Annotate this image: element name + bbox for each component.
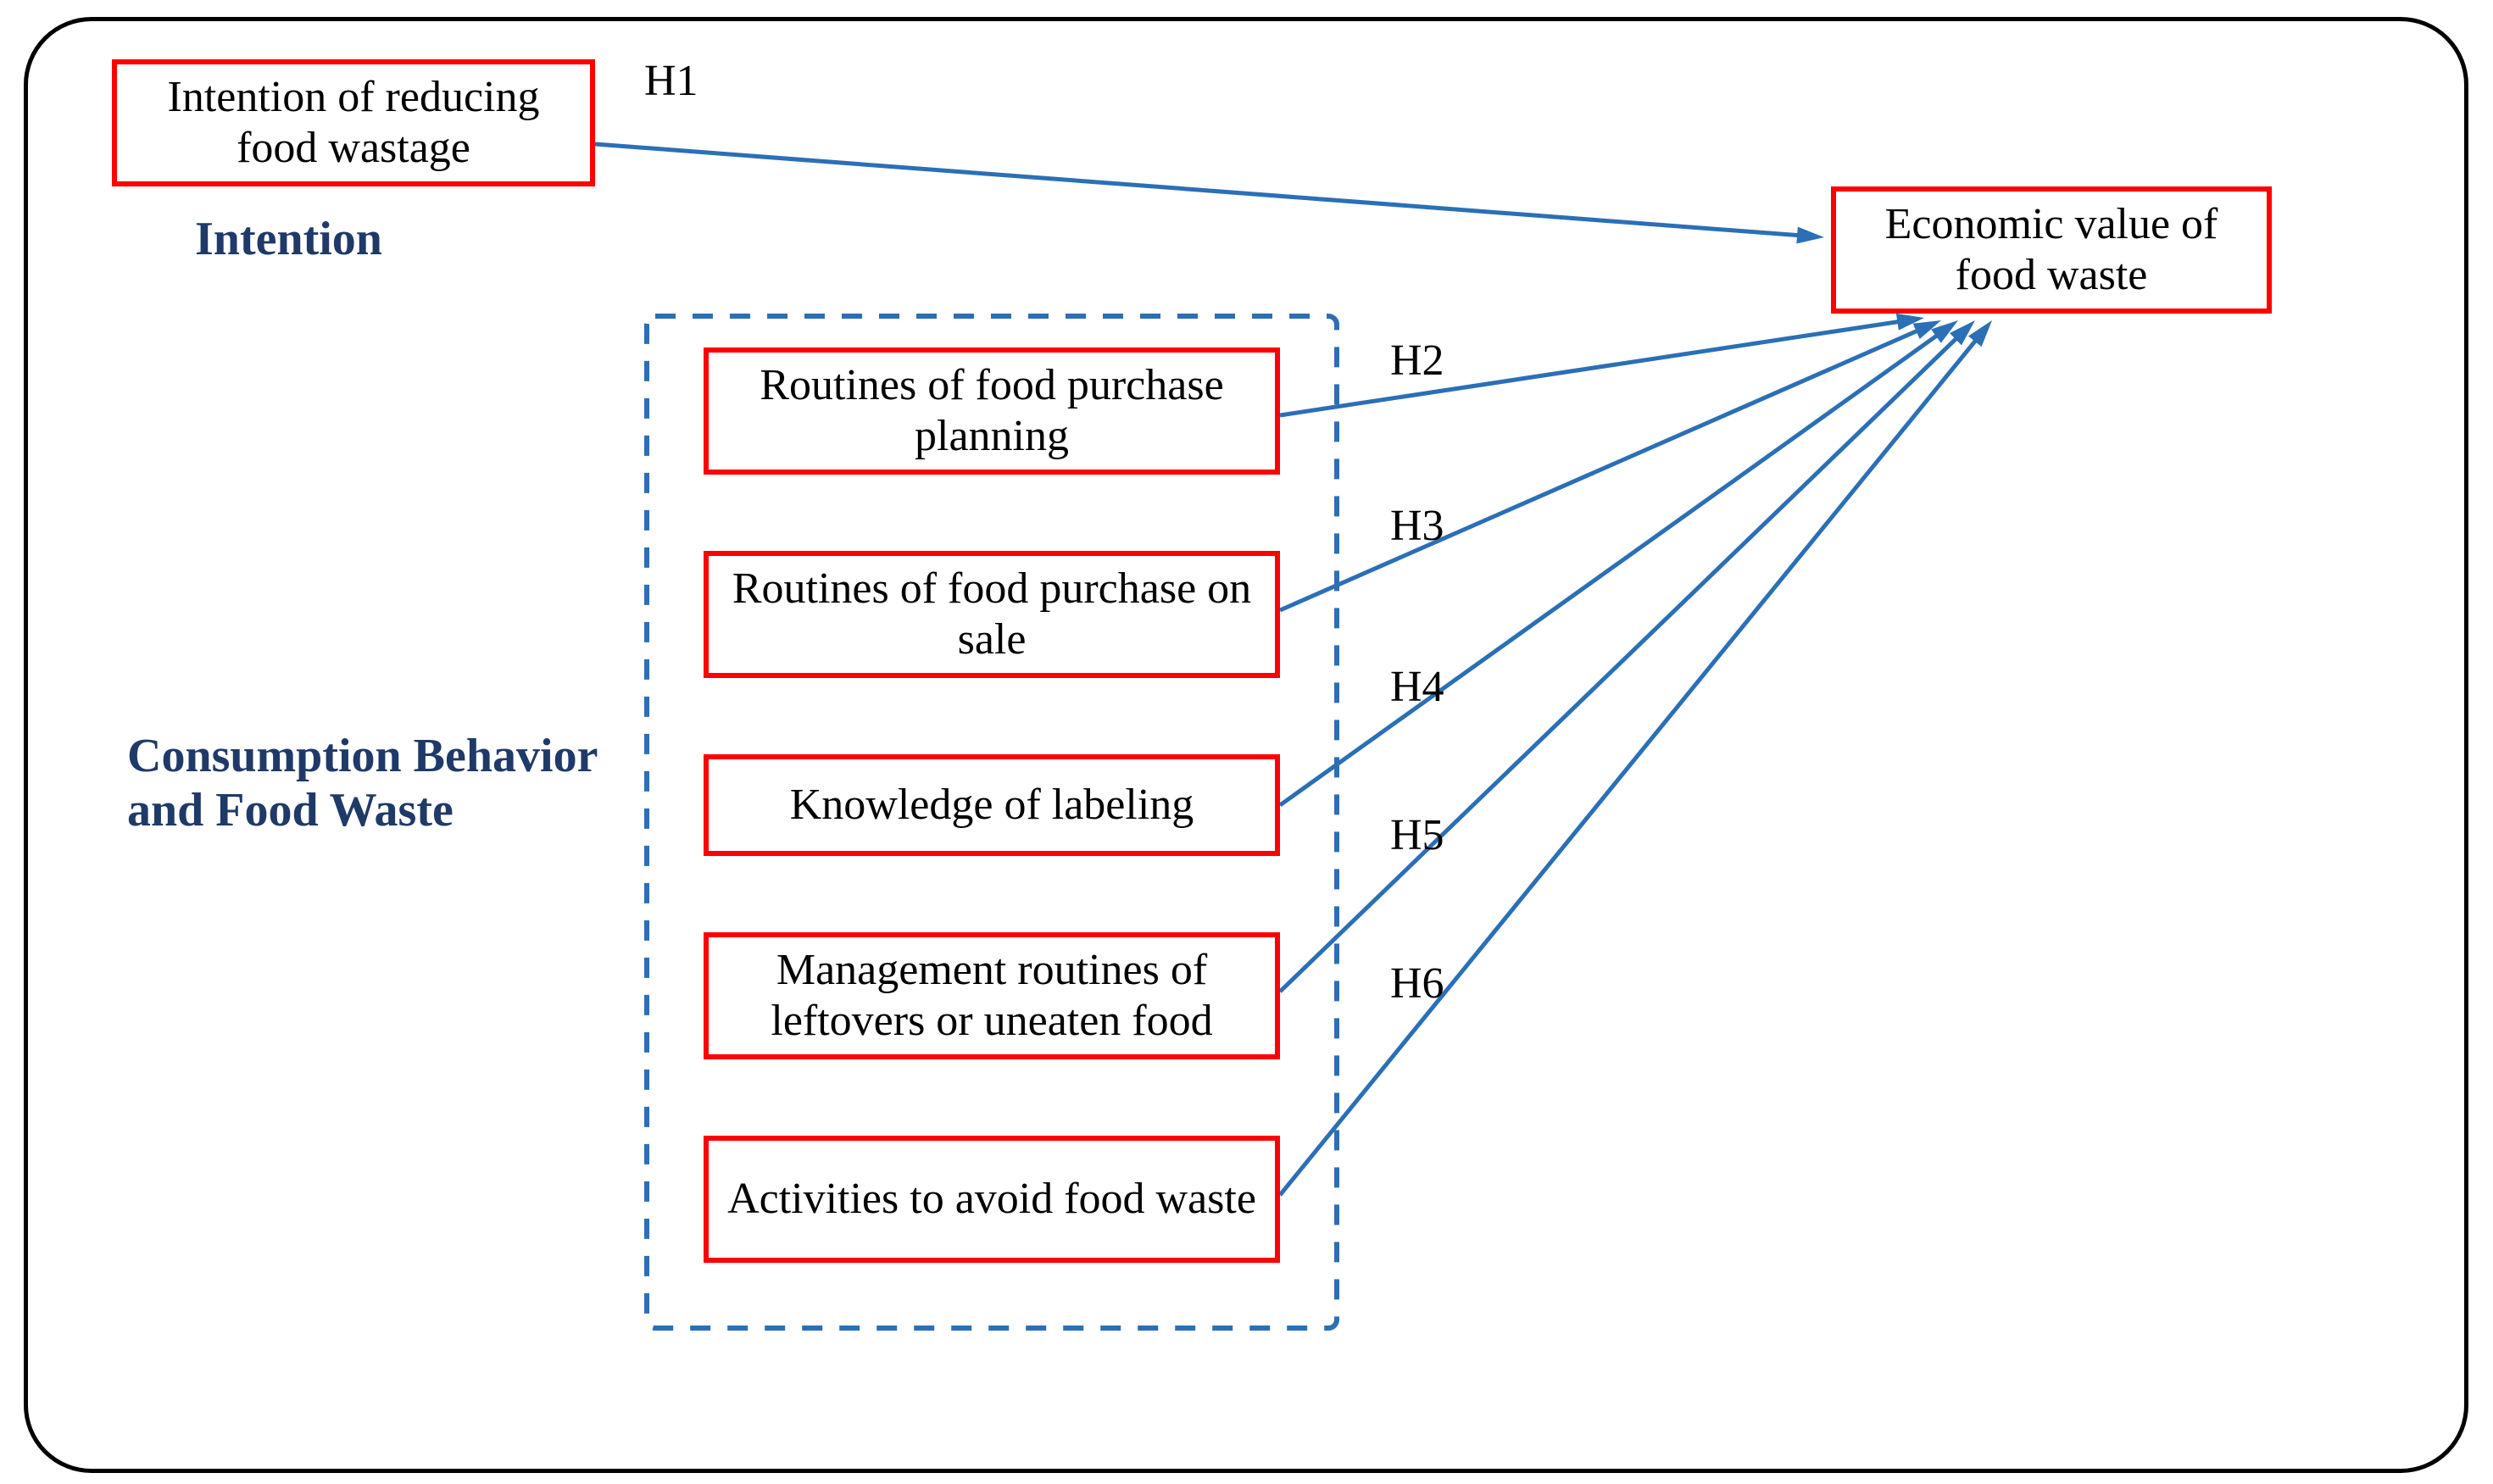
node-label: Routines of food purchase on sale — [721, 564, 1263, 665]
node-activities-avoid-food-waste: Activities to avoid food waste — [704, 1136, 1280, 1263]
node-label: Intention of reducing food wastage — [129, 72, 578, 174]
node-routines-food-purchase-on-sale: Routines of food purchase on sale — [704, 551, 1280, 678]
edge-label-h5: H5 — [1390, 814, 1444, 858]
edge-label-h3: H3 — [1390, 504, 1444, 548]
group-label-text: Intention — [195, 213, 382, 265]
node-management-routines-leftovers: Management routines of leftovers or unea… — [704, 932, 1280, 1059]
node-label: Activities to avoid food waste — [727, 1174, 1256, 1225]
node-intention-reduce-food-wastage: Intention of reducing food wastage — [112, 59, 595, 186]
edge-label-h6: H6 — [1390, 962, 1444, 1006]
group-label-intention: Intention — [195, 212, 382, 266]
node-routines-food-purchase-planning: Routines of food purchase planning — [704, 347, 1280, 475]
edge-label-h4: H4 — [1390, 665, 1444, 709]
edge-label-h2: H2 — [1390, 339, 1444, 383]
group-label-consumption-behavior: Consumption Behavior and Food Waste — [127, 729, 602, 838]
edge-label-h1: H1 — [644, 59, 698, 103]
diagram-canvas: Intention of reducing food wastage Econo… — [0, 0, 2493, 1484]
node-label: Routines of food purchase planning — [721, 360, 1263, 462]
node-label: Economic value of food waste — [1848, 199, 2255, 301]
node-knowledge-of-labeling: Knowledge of labeling — [704, 754, 1280, 856]
node-economic-value-food-waste: Economic value of food waste — [1831, 186, 2272, 314]
group-label-text: Consumption Behavior and Food Waste — [127, 730, 597, 836]
node-label: Knowledge of labeling — [790, 780, 1194, 831]
node-label: Management routines of leftovers or unea… — [721, 945, 1263, 1047]
